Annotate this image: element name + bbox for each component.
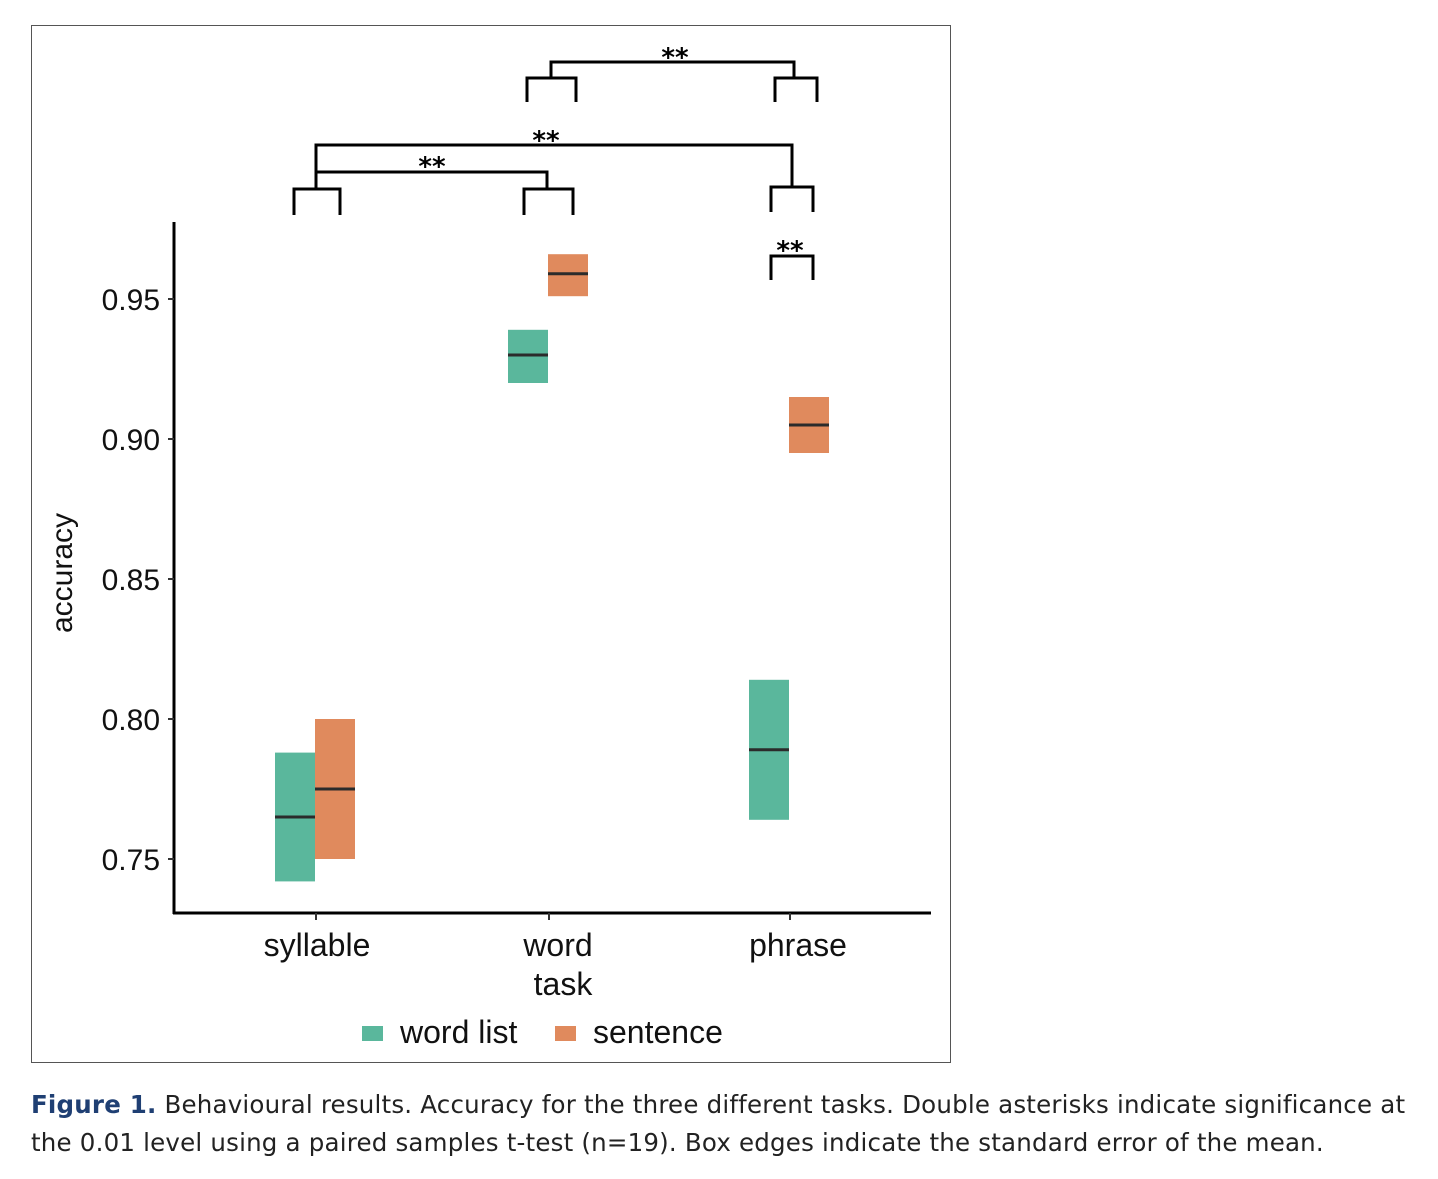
x-tick-label: syllable [264,927,371,963]
pair-bracket [773,76,819,102]
pair-bracket [292,187,342,215]
y-axis-title: accuracy [46,513,79,633]
pair-bracket [525,76,578,102]
significance-label: ** [418,152,446,182]
bracket-syllable-word [316,170,549,189]
legend-label: sentence [593,1014,723,1050]
x-tick-label: word [522,927,592,963]
pair-bracket [769,185,815,212]
y-tick-label: 0.80 [102,704,160,737]
y-tick-label: 0.75 [102,844,160,877]
y-tick-label: 0.85 [102,564,160,597]
y-tick-label: 0.95 [102,284,160,317]
significance-label: ** [776,236,804,266]
significance-label: ** [532,126,560,156]
pair-bracket [522,187,575,215]
legend-key-word-list [362,1026,383,1041]
pair-bracket [769,254,815,280]
caption-label: Figure 1. [31,1090,157,1119]
bracket-syllable-phrase [314,143,794,189]
significance-label: ** [661,43,689,73]
y-tick-label: 0.90 [102,424,160,457]
x-axis-title: task [534,966,594,1002]
caption-text: Behavioural results. Accuracy for the th… [31,1090,1406,1157]
legend-key-sentence [555,1026,576,1041]
accuracy-chart: 0.75 0.80 0.85 0.90 0.95 syllable word phrase ta… [46,43,931,1050]
legend-label: word list [399,1014,517,1050]
x-tick-label: phrase [749,927,847,963]
figure-frame [31,25,951,1063]
bracket-word-phrase [549,60,796,78]
figure-caption: Figure 1. Behavioural results. Accuracy … [31,1086,1426,1162]
